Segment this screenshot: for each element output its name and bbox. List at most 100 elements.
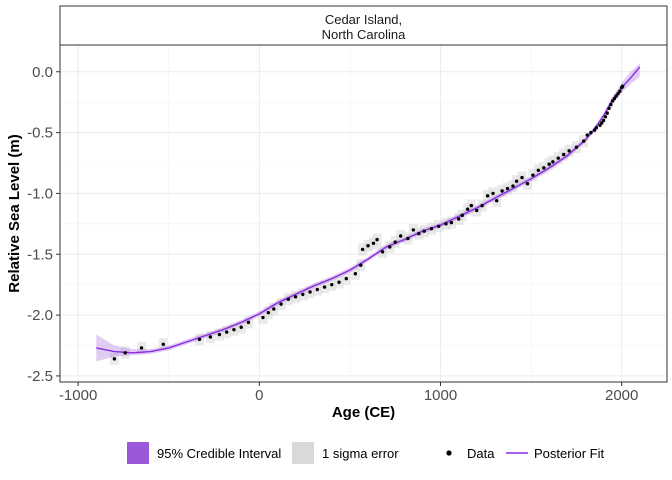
data-point [375, 237, 379, 242]
plot-panel-border [59, 44, 668, 383]
data-point [511, 184, 515, 188]
data-point [556, 156, 560, 160]
data-point [547, 162, 551, 166]
data-point [315, 287, 319, 292]
data-point [574, 145, 579, 149]
data-point [123, 351, 127, 355]
data-point [308, 290, 312, 294]
data-point [161, 342, 165, 346]
data-point [359, 263, 363, 267]
data-point [480, 203, 484, 208]
data-point [393, 240, 397, 244]
legend-label-data: Data [467, 446, 495, 461]
y-tick-label: -2.5 [27, 368, 53, 385]
data-point [422, 229, 426, 233]
data-point [224, 330, 229, 334]
data-point [605, 111, 609, 115]
data-point [536, 168, 541, 173]
data-point [494, 199, 499, 203]
x-tick-label: 0 [255, 387, 263, 404]
data-point [491, 191, 495, 196]
data-point [612, 96, 617, 101]
data-point [217, 332, 222, 337]
plot-panel [60, 45, 667, 382]
data-point [592, 128, 597, 132]
x-tick-label: -1000 [59, 387, 97, 404]
y-tick-label: -0.5 [27, 125, 53, 142]
legend-label-posterior-fit: Posterior Fit [534, 446, 604, 461]
data-point [366, 244, 370, 248]
data-point [581, 139, 586, 143]
data-point [112, 357, 117, 361]
data-point [460, 213, 464, 218]
data-point [261, 315, 265, 320]
panel-strip [59, 5, 668, 46]
y-tick-label: 0.0 [32, 64, 53, 81]
data-point [293, 295, 298, 299]
data-point [272, 307, 276, 311]
data-point [436, 224, 441, 228]
legend: 95% Credible Interval 1 sigma error Data… [127, 442, 604, 464]
data-point [232, 327, 236, 332]
y-tick-label: -1.0 [27, 185, 53, 202]
data-point [525, 181, 530, 186]
data-point [594, 126, 599, 130]
axis-ticks: -1000 0 1000 2000 0.0 -0.5 -1.0 -1.5 -2.0 -2.5 [27, 64, 638, 404]
data-point [266, 310, 271, 315]
data-point [567, 149, 571, 153]
data-point [444, 222, 448, 226]
grid-lines [60, 45, 667, 382]
data-point [449, 220, 454, 225]
data-point [589, 130, 593, 135]
data-point [398, 234, 403, 238]
data-point [607, 106, 611, 110]
y-tick-label: -1.5 [27, 246, 53, 263]
data-point [353, 272, 358, 276]
data-point [322, 285, 327, 289]
y-axis-title: Relative Sea Level (m) [6, 134, 23, 292]
data-point [616, 91, 620, 96]
data-point [337, 280, 341, 284]
data-point [475, 208, 479, 213]
data-point [388, 245, 392, 249]
data-point [417, 231, 421, 236]
data-point [465, 207, 470, 211]
x-axis-title: Age (CE) [332, 404, 395, 421]
data-point [542, 166, 546, 170]
data-point [514, 179, 519, 183]
data-point [371, 241, 376, 246]
data-point [411, 228, 416, 232]
legend-key-data [446, 450, 452, 456]
data-point [505, 186, 510, 191]
x-tick-label: 2000 [605, 387, 638, 404]
legend-label-credible-interval: 95% Credible Interval [157, 446, 281, 461]
data-point [614, 94, 618, 98]
data-point [360, 247, 365, 252]
legend-label-sigma-error: 1 sigma error [322, 446, 399, 461]
data-point [301, 292, 305, 297]
data-point [344, 276, 348, 281]
data-point [598, 123, 602, 127]
data-point [531, 173, 535, 177]
data-point [601, 118, 606, 123]
data-point [208, 335, 213, 339]
data-point [286, 297, 291, 301]
data-point [610, 99, 615, 103]
data-point [246, 320, 251, 325]
data-point [469, 203, 474, 208]
data-point [406, 236, 410, 241]
y-tick-label: -2.0 [27, 307, 53, 324]
data-point [585, 133, 589, 137]
legend-key-credible-interval [127, 442, 149, 464]
data-point [603, 115, 608, 119]
data-point [139, 346, 144, 350]
data-point [485, 194, 490, 198]
legend-key-sigma-error [292, 442, 314, 464]
data-points [112, 84, 625, 361]
data-point [551, 160, 555, 164]
data-point [600, 121, 604, 125]
data-point [456, 217, 461, 221]
data-point [279, 302, 283, 306]
data-point [620, 84, 625, 89]
